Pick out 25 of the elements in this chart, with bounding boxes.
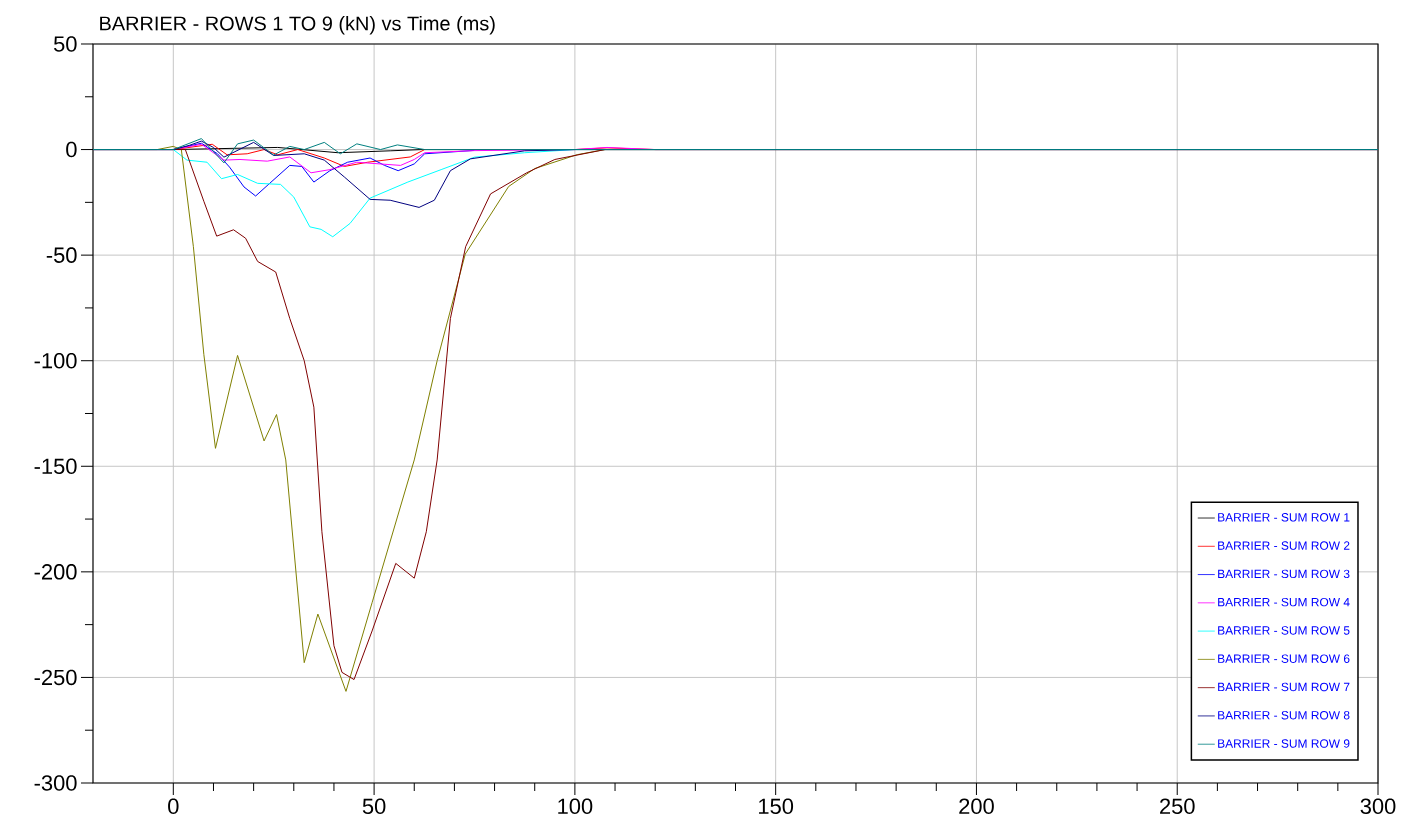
legend-label: BARRIER - SUM ROW 5 (1218, 626, 1350, 635)
x-tick-label: 250 (1160, 798, 1195, 815)
legend-label: BARRIER - SUM ROW 9 (1218, 739, 1350, 748)
y-tick-label: -50 (46, 247, 77, 263)
y-tick-label: -150 (34, 458, 77, 475)
legend-label: BARRIER - SUM ROW 6 (1218, 654, 1350, 663)
y-tick-label: 0 (66, 141, 77, 158)
y-tick-label: -250 (34, 669, 77, 686)
y-tick-label: 50 (53, 36, 77, 52)
legend-label: BARRIER - SUM ROW 2 (1218, 541, 1350, 550)
legend-label: BARRIER - SUM ROW 4 (1218, 597, 1350, 607)
x-tick-label: 200 (959, 798, 994, 815)
chart-title: BARRIER - ROWS 1 TO 9 (kN) vs Time (ms) (100, 15, 495, 35)
legend-label: BARRIER - SUM ROW 8 (1218, 711, 1350, 720)
legend-label: BARRIER - SUM ROW 7 (1218, 682, 1350, 692)
x-tick-label: 0 (168, 798, 179, 815)
y-tick-label: -100 (34, 352, 77, 369)
x-tick-label: 150 (759, 798, 794, 815)
x-tick-label: 300 (1360, 798, 1396, 815)
legend-label: BARRIER - SUM ROW 1 (1218, 513, 1350, 522)
x-tick-label: 50 (362, 798, 386, 815)
y-tick-label: -300 (34, 775, 77, 791)
legend-label: BARRIER - SUM ROW 3 (1218, 569, 1350, 579)
y-tick-label: -200 (34, 564, 77, 580)
x-tick-label: 100 (558, 798, 593, 815)
